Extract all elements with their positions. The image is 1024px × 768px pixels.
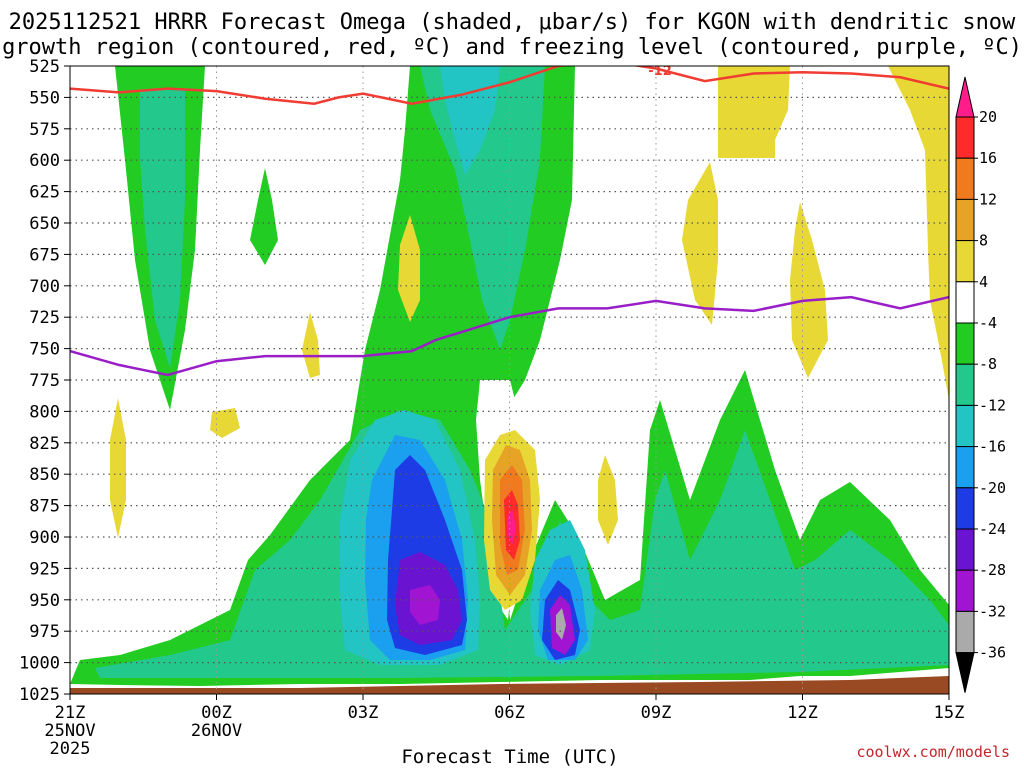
- y-tick-label: 700: [29, 277, 60, 297]
- colorbar-swatch: [955, 446, 975, 489]
- omega-gray-core: [556, 608, 566, 640]
- freezing-level-contour-line: [70, 295, 949, 377]
- y-tick-label: 1025: [19, 685, 60, 705]
- colorbar-top-arrow: [955, 76, 975, 118]
- chart-title-line2: growth region (contoured, red, ºC) and f…: [2, 35, 1022, 60]
- x-tick-label: 25NOV: [44, 721, 95, 741]
- colorbar-swatch: [955, 240, 975, 283]
- x-tick-label: 06Z: [494, 703, 525, 723]
- y-tick-label: 1000: [19, 654, 60, 674]
- colorbar-label: -4: [979, 314, 997, 332]
- y-tick-label: 875: [29, 497, 60, 517]
- y-tick-label: 750: [29, 340, 60, 360]
- omega-yellow-blob-1: [110, 398, 126, 538]
- colorbar-swatch: [955, 157, 975, 200]
- colorbar-swatch: [955, 116, 975, 159]
- omega-teal-lower-band: [95, 410, 949, 678]
- y-tick-label: 775: [29, 371, 60, 391]
- x-tick-label: 21Z: [55, 703, 86, 723]
- y-tick-label: 900: [29, 528, 60, 548]
- omega-cyan-upper: [440, 66, 500, 175]
- y-tick-label: 975: [29, 622, 60, 642]
- y-tick-label: 525: [29, 57, 60, 77]
- y-tick-label: 625: [29, 183, 60, 203]
- omega-green-blob: [250, 168, 278, 265]
- colorbar-label: -28: [979, 561, 1006, 579]
- colorbar-swatch: [955, 322, 975, 365]
- y-axis: 525 550 575 600 625 650 675 700 725 750 775 800 825 8…: [19, 57, 70, 705]
- x-tick-label: 03Z: [348, 703, 379, 723]
- x-tick-label: 26NOV: [191, 721, 242, 741]
- y-tick-label: 575: [29, 120, 60, 140]
- credit-text: coolwx.com/models: [856, 743, 1010, 761]
- y-tick-label: 925: [29, 559, 60, 579]
- colorbar-bottom-arrow: [955, 652, 975, 693]
- x-axis-label: Forecast Time (UTC): [401, 746, 618, 768]
- colorbar-label: 20: [979, 108, 997, 126]
- colorbar-label: -36: [979, 644, 1006, 662]
- colorbar-label: -8: [979, 355, 997, 373]
- omega-yellow-blob-6: [682, 162, 718, 325]
- y-tick-label: 650: [29, 214, 60, 234]
- x-tick-label: 12Z: [787, 703, 818, 723]
- colorbar-label: -32: [979, 602, 1006, 620]
- dgz-contour-label: -12: [648, 64, 672, 79]
- omega-yellow-right-edge: [888, 66, 949, 400]
- y-tick-label: 550: [29, 88, 60, 108]
- omega-magenta-updraft: [507, 510, 516, 545]
- y-tick-label: 800: [29, 402, 60, 422]
- x-tick-label: 09Z: [641, 703, 672, 723]
- x-tick-label: 00Z: [201, 703, 232, 723]
- colorbar: 20 16 12 8 4 -4 -8 -12 -16 -20 -24 -28 -32 -36: [955, 76, 1006, 693]
- y-tick-label: 825: [29, 434, 60, 454]
- colorbar-swatch: [955, 487, 975, 530]
- colorbar-swatch: [955, 281, 975, 324]
- x-tick-label: 2025: [50, 739, 91, 759]
- ground-terrain: [70, 676, 949, 694]
- omega-yellow-top-right: [718, 66, 790, 158]
- omega-yellow-blob-2: [210, 408, 240, 438]
- plot-area: -12: [70, 64, 949, 694]
- y-tick-label: 725: [29, 308, 60, 328]
- colorbar-label: -16: [979, 438, 1006, 456]
- colorbar-swatch: [955, 404, 975, 448]
- dgz-contour-line: [70, 66, 949, 105]
- colorbar-swatch: [955, 528, 975, 571]
- omega-yellow-blob-3: [302, 312, 320, 378]
- omega-teal-column-left: [140, 90, 185, 368]
- y-tick-label: 850: [29, 465, 60, 485]
- colorbar-swatch: [955, 198, 975, 242]
- colorbar-label: -24: [979, 520, 1006, 538]
- y-tick-label: 675: [29, 245, 60, 265]
- omega-yellow-blob-5: [598, 455, 618, 545]
- colorbar-label: -20: [979, 479, 1006, 497]
- colorbar-swatch: [955, 610, 975, 654]
- omega-yellow-blob-7: [790, 202, 828, 378]
- colorbar-label: -12: [979, 396, 1006, 414]
- colorbar-label: 4: [979, 273, 988, 291]
- x-tick-label: 15Z: [934, 703, 965, 723]
- omega-yellow-blob-4: [398, 215, 420, 322]
- colorbar-swatch: [955, 363, 975, 406]
- omega-violet-plume: [410, 585, 440, 625]
- colorbar-swatch: [955, 569, 975, 612]
- y-tick-label: 600: [29, 151, 60, 171]
- colorbar-label: 12: [979, 190, 997, 208]
- chart-title-line1: 2025112521 HRRR Forecast Omega (shaded, …: [9, 10, 1016, 35]
- y-tick-label: 950: [29, 591, 60, 611]
- colorbar-label: 8: [979, 232, 988, 250]
- omega-teal-upper-column: [420, 66, 545, 350]
- grid-lines: [70, 66, 949, 694]
- colorbar-label: 16: [979, 149, 997, 167]
